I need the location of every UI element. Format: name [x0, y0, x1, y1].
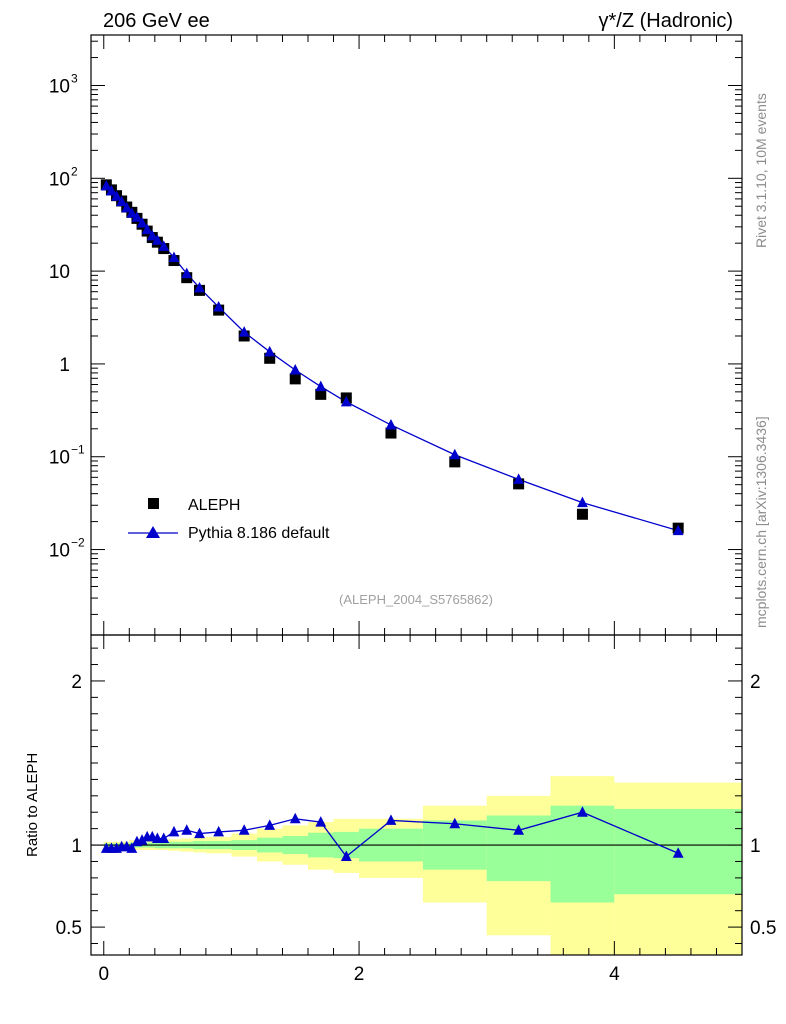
- aleph-point: [315, 388, 327, 400]
- ratio-point: [213, 825, 225, 837]
- ratio-point: [577, 806, 588, 817]
- xtick-label: 4: [609, 964, 620, 985]
- mc-point: [151, 234, 163, 245]
- mc-point: [141, 223, 153, 235]
- legend-data-label: ALEPH: [188, 497, 240, 514]
- mc-point: [158, 240, 170, 251]
- main-ytick-exponent: −2: [71, 536, 85, 550]
- ratio-band-inner: [550, 805, 615, 903]
- aleph-point: [289, 373, 301, 385]
- ratio-point: [672, 847, 684, 858]
- mc-point: [100, 179, 112, 191]
- main-axis-ticks: [91, 35, 742, 635]
- legend: ALEPH Pythia 8.186 default: [128, 497, 330, 542]
- mc-point: [168, 251, 180, 263]
- ratio-ytick-label-right: 0.5: [750, 918, 776, 939]
- ratio-point: [289, 812, 301, 824]
- main-ytick-label: 10: [49, 541, 70, 562]
- ratio-ytick-label-right: 1: [750, 836, 761, 857]
- ratio-ylabel: Ratio to ALEPH: [24, 753, 41, 857]
- ratio-point: [181, 824, 193, 835]
- mc-point: [116, 195, 128, 207]
- aleph-data-points: [100, 179, 684, 534]
- mc-point: [181, 267, 193, 279]
- main-ytick-label: 10: [49, 169, 70, 190]
- ratio-ytick-label: 2: [71, 672, 82, 693]
- ratio-point: [194, 827, 205, 839]
- mc-point: [340, 395, 352, 407]
- analysis-watermark: (ALEPH_2004_S5765862): [339, 592, 493, 607]
- ratio-point: [158, 832, 170, 843]
- xtick-labels: 0 2 4: [98, 964, 620, 985]
- mc-point: [315, 380, 327, 392]
- legend-mc-marker: [146, 526, 160, 538]
- ratio-point: [315, 816, 327, 827]
- ratio-point: [126, 842, 138, 853]
- mc-point: [238, 326, 250, 337]
- mcplots-side-label: mcplots.cern.ch [arXiv:1306.3436]: [753, 416, 769, 628]
- ratio-point: [136, 834, 148, 845]
- main-ytick-exponent: 3: [71, 71, 78, 85]
- mc-point: [126, 207, 138, 218]
- ratio-point: [449, 817, 461, 829]
- mc-point: [111, 190, 122, 201]
- ratio-point: [385, 814, 397, 825]
- plot-title-right: γ*/Z (Hadronic): [599, 10, 733, 32]
- legend-mc-label: Pythia 8.186 default: [188, 525, 330, 542]
- main-ytick-label: 10: [49, 76, 70, 97]
- ratio-ytick-labels: 0.5 0.5 1 1 2 2: [56, 672, 777, 939]
- ratio-point: [340, 850, 352, 862]
- main-panel-frame: [90, 34, 743, 636]
- ratio-mc-points: [100, 806, 684, 862]
- aleph-point: [264, 352, 276, 364]
- mc-point: [449, 448, 461, 460]
- mc-point: [385, 418, 397, 430]
- main-ytick-exponent: −1: [71, 443, 85, 457]
- ratio-ytick-label: 0.5: [56, 918, 82, 939]
- plot-title-left: 206 GeV ee: [103, 10, 210, 32]
- main-ytick-exponent: 2: [71, 164, 78, 178]
- ratio-uncertainty-bands: [103, 776, 742, 955]
- mc-point: [577, 496, 588, 508]
- xtick-label: 2: [354, 964, 365, 985]
- ratio-point: [168, 825, 180, 837]
- ratio-axis-ticks: [91, 635, 742, 955]
- mc-point: [121, 201, 133, 213]
- main-ytick-label: 10: [49, 262, 70, 283]
- aleph-point: [576, 508, 588, 520]
- ratio-point: [264, 819, 276, 830]
- aleph-point: [385, 427, 397, 439]
- mc-curve: [105, 185, 679, 532]
- legend-data-marker: [148, 498, 159, 509]
- rivet-side-label: Rivet 3.1.10, 10M events: [753, 93, 769, 248]
- mc-point: [672, 524, 684, 536]
- main-ytick-label: 10: [49, 448, 70, 469]
- mc-point: [136, 216, 148, 228]
- ratio-point: [513, 824, 525, 835]
- mc-point: [213, 301, 225, 312]
- mc-point: [131, 211, 143, 222]
- ratio-ytick-label: 1: [71, 836, 82, 857]
- ratio-panel-frame: [90, 634, 743, 956]
- mc-point: [194, 281, 205, 293]
- mc-point: [106, 184, 117, 196]
- ratio-point: [238, 824, 250, 835]
- ratio-ytick-label-right: 2: [750, 672, 761, 693]
- xtick-label: 0: [98, 964, 109, 985]
- aleph-point: [449, 456, 461, 468]
- mc-point: [146, 229, 158, 241]
- mc-points: [100, 179, 684, 536]
- mc-point: [264, 345, 276, 357]
- main-ytick-label: 1: [59, 355, 70, 376]
- mc-point: [513, 473, 525, 484]
- mc-point: [289, 364, 301, 375]
